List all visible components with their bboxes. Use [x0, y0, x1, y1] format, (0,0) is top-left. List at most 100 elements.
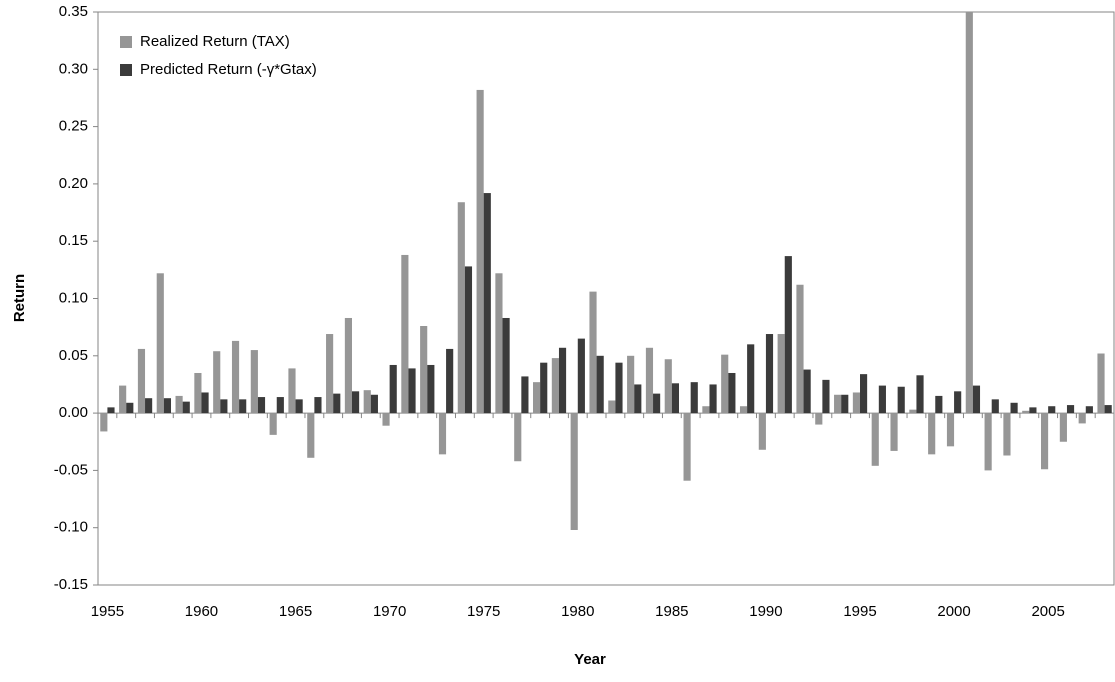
bar [276, 397, 284, 414]
bar [935, 395, 943, 414]
bar [928, 413, 936, 455]
bar [815, 413, 823, 425]
bar [690, 382, 698, 414]
bar [841, 394, 849, 414]
bar [1022, 410, 1030, 414]
bar [382, 413, 390, 426]
bar [972, 385, 981, 414]
bar [438, 413, 447, 455]
x-tick-label: 1980 [561, 603, 594, 620]
bar [946, 413, 955, 447]
y-tick-label: -0.15 [54, 576, 88, 593]
bar [577, 338, 585, 414]
bar [860, 374, 868, 414]
plot-frame [97, 11, 1115, 586]
bar [897, 386, 905, 414]
y-tick-label: -0.10 [54, 519, 88, 536]
bar [709, 384, 717, 414]
bar [683, 413, 691, 481]
bar [765, 334, 774, 414]
bar [521, 376, 529, 414]
bar [747, 344, 755, 414]
x-tick-label: 2000 [937, 603, 970, 620]
legend-label: Realized Return (TAX) [140, 33, 290, 50]
bar [182, 401, 190, 414]
bar [645, 347, 654, 414]
y-tick-label: -0.05 [54, 461, 88, 478]
bar [1059, 413, 1067, 442]
legend-label: Predicted Return (-γ*Gtax) [140, 61, 317, 78]
bar [871, 413, 879, 466]
y-tick-label: 0.35 [59, 3, 88, 20]
x-tick-label: 1990 [749, 603, 782, 620]
bar [890, 413, 898, 451]
bar [1104, 405, 1112, 414]
bar [295, 399, 303, 414]
x-tick-label: 1965 [279, 603, 312, 620]
bar [231, 340, 240, 414]
bar [664, 359, 672, 414]
x-tick-label: 1995 [843, 603, 876, 620]
bar [163, 398, 172, 414]
bar [389, 364, 397, 414]
bar [250, 350, 258, 414]
bar [1010, 402, 1018, 414]
bar [137, 348, 146, 414]
bar [457, 202, 465, 414]
bar [728, 372, 736, 414]
bar [758, 413, 766, 450]
bar [352, 391, 360, 414]
bar [702, 406, 710, 414]
bar [420, 326, 428, 414]
bar [1029, 407, 1037, 414]
bar [596, 355, 604, 414]
bar [634, 384, 642, 414]
bar [213, 351, 221, 414]
x-tick-label: 1970 [373, 603, 406, 620]
bar [201, 392, 209, 414]
bar [615, 362, 623, 414]
x-tick-label: 1960 [185, 603, 218, 620]
y-tick-label: 0.30 [59, 60, 88, 77]
bar [558, 347, 567, 414]
bar [653, 393, 661, 414]
bar [119, 385, 127, 414]
bar [194, 372, 202, 414]
bar [721, 354, 729, 414]
bar [483, 193, 491, 414]
y-tick-label: 0.15 [59, 232, 88, 249]
bar [333, 393, 341, 414]
bar [107, 407, 115, 414]
bar [878, 385, 886, 414]
legend-swatch [120, 36, 132, 48]
bar [1078, 413, 1086, 424]
bar [145, 398, 153, 414]
bar [803, 369, 811, 414]
y-axis-title: Return [11, 274, 28, 322]
bar [307, 413, 315, 458]
bar [777, 334, 785, 414]
bar [1040, 413, 1049, 470]
bar [269, 413, 277, 435]
bar [175, 395, 183, 414]
bar [965, 12, 973, 414]
y-tick-label: 0.20 [59, 175, 88, 192]
bar [627, 355, 635, 414]
bar [502, 317, 510, 414]
bar [408, 368, 416, 414]
bar [1097, 353, 1105, 414]
bar [1066, 405, 1075, 414]
bar [540, 362, 548, 414]
legend-swatch [120, 64, 132, 76]
x-tick-label: 2005 [1031, 603, 1064, 620]
bar [991, 399, 999, 414]
y-tick-label: 0.10 [59, 289, 88, 306]
bar [834, 394, 842, 414]
x-tick-label: 1955 [91, 603, 124, 620]
bar [464, 266, 473, 414]
bar [326, 334, 334, 414]
bar [954, 391, 962, 414]
bar [401, 254, 409, 414]
bar [551, 358, 559, 414]
